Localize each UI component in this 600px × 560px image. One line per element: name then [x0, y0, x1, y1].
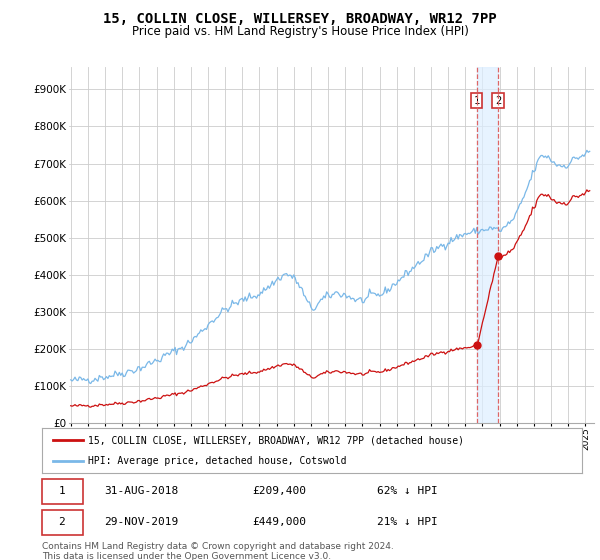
Text: HPI: Average price, detached house, Cotswold: HPI: Average price, detached house, Cots… [88, 456, 346, 466]
Text: Contains HM Land Registry data © Crown copyright and database right 2024.
This d: Contains HM Land Registry data © Crown c… [42, 542, 394, 560]
Text: 31-AUG-2018: 31-AUG-2018 [104, 486, 178, 496]
Text: 21% ↓ HPI: 21% ↓ HPI [377, 517, 437, 528]
Text: Price paid vs. HM Land Registry's House Price Index (HPI): Price paid vs. HM Land Registry's House … [131, 25, 469, 38]
FancyBboxPatch shape [42, 510, 83, 535]
Text: £449,000: £449,000 [253, 517, 307, 528]
Text: 15, COLLIN CLOSE, WILLERSEY, BROADWAY, WR12 7PP (detached house): 15, COLLIN CLOSE, WILLERSEY, BROADWAY, W… [88, 436, 464, 446]
Text: 2: 2 [495, 96, 502, 105]
FancyBboxPatch shape [42, 478, 83, 503]
Text: 1: 1 [473, 96, 480, 105]
Text: 1: 1 [59, 486, 65, 496]
Text: 62% ↓ HPI: 62% ↓ HPI [377, 486, 437, 496]
Text: 15, COLLIN CLOSE, WILLERSEY, BROADWAY, WR12 7PP: 15, COLLIN CLOSE, WILLERSEY, BROADWAY, W… [103, 12, 497, 26]
Bar [477, 67, 498, 423]
Text: £209,400: £209,400 [253, 486, 307, 496]
Text: 29-NOV-2019: 29-NOV-2019 [104, 517, 178, 528]
Text: 2: 2 [59, 517, 65, 528]
